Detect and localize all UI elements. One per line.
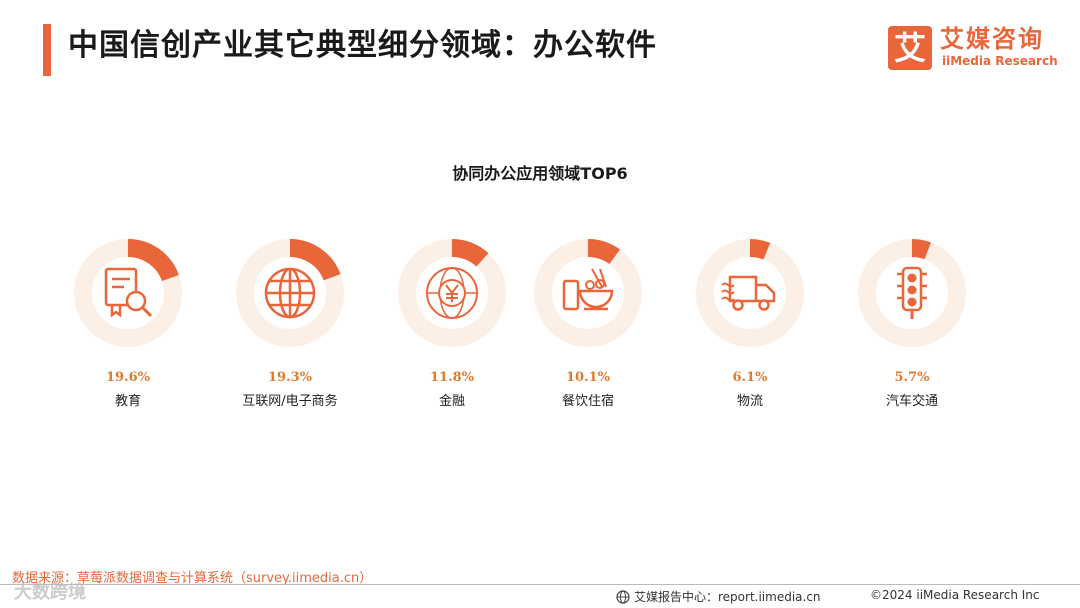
brand-logo-mark: 艾 <box>888 26 932 70</box>
footer-report-center[interactable]: 艾媒报告中心：report.iimedia.cn <box>616 588 821 605</box>
percent-label: 6.1% <box>733 370 769 385</box>
certificate-search-icon <box>104 267 153 318</box>
category-label: 物流 <box>737 394 763 409</box>
title-accent-bar <box>43 24 51 76</box>
food-bowl-icon <box>562 268 614 311</box>
category-label: 互联网/电子商务 <box>242 393 337 409</box>
delivery-truck-icon <box>721 275 776 311</box>
donut-3: 11.8% 金融 <box>398 239 506 409</box>
traffic-light-icon <box>897 266 927 319</box>
donut-segment <box>127 239 179 282</box>
donut-track <box>74 239 182 347</box>
globe-icon <box>616 589 630 604</box>
category-label: 汽车交通 <box>886 393 938 409</box>
donut-segment <box>911 239 931 260</box>
brand-name-cn: 艾媒咨询 <box>940 25 1044 53</box>
donut-4: 10.1% 餐饮住宿 <box>534 239 642 409</box>
donut-segment <box>749 238 771 260</box>
percent-label: 10.1% <box>566 370 611 385</box>
percent-label: 19.6% <box>106 370 151 385</box>
brand-logo: 艾 艾媒咨询 iiMedia Research <box>888 24 1068 74</box>
percent-label: 19.3% <box>268 370 313 385</box>
globe-icon <box>264 267 316 319</box>
percent-label: 5.7% <box>895 370 931 385</box>
category-label: 餐饮住宿 <box>562 393 614 409</box>
percent-label: 11.8% <box>430 370 475 385</box>
brand-name-en: iiMedia Research <box>942 54 1058 68</box>
donut-segment <box>587 239 621 265</box>
yen-globe-icon <box>426 267 478 319</box>
donut-segment <box>451 239 489 267</box>
donut-2: 19.3% 互联网/电子商务 <box>236 239 344 409</box>
chart-title: 协同办公应用领域TOP6 <box>452 164 628 183</box>
report-center-text: 艾媒报告中心：report.iimedia.cn <box>634 590 821 604</box>
page-title: 中国信创产业其它典型细分领域：办公软件 <box>68 28 657 63</box>
donut-chart-row: 19.6% 教育 19.3% 互联网/电子商务 11.8% 金融 10.1% 餐饮住宿 6.1%… <box>74 238 966 409</box>
donut-5: 6.1% 物流 <box>696 238 804 409</box>
footer-divider <box>0 584 1080 585</box>
donut-track <box>696 239 804 347</box>
donut-segment <box>289 239 341 281</box>
watermark: 大数跨境 <box>14 582 86 603</box>
donut-1: 19.6% 教育 <box>74 239 182 409</box>
data-source: 数据来源：草莓派数据调查与计算系统（survey.iimedia.cn） <box>12 571 373 586</box>
donut-6: 5.7% 汽车交通 <box>858 239 966 409</box>
category-label: 教育 <box>115 393 141 409</box>
copyright: ©2024 iiMedia Research Inc <box>870 588 1040 602</box>
category-label: 金融 <box>439 393 465 409</box>
